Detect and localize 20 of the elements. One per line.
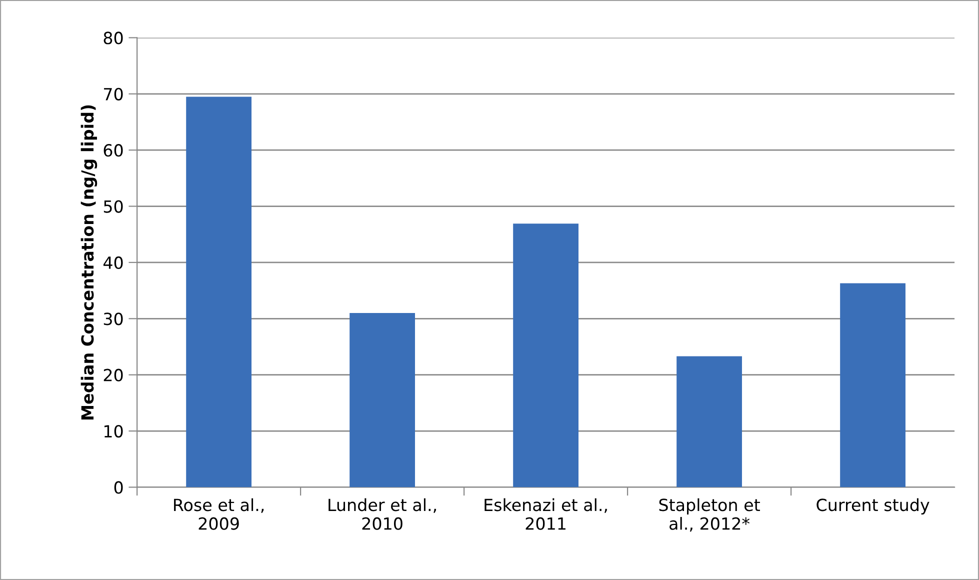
x-tick-label: Lunder et al., 2010 bbox=[328, 498, 436, 530]
y-tick-label: 0 bbox=[114, 481, 123, 494]
bar bbox=[186, 96, 252, 488]
y-tick-label: 30 bbox=[104, 312, 123, 326]
y-axis-title: Median Concentration (ng/g lipid) bbox=[80, 105, 98, 420]
y-tick-label: 20 bbox=[104, 368, 123, 382]
x-tick-label: Stapleton et al., 2012* bbox=[659, 498, 760, 532]
x-tick-label: Rose et al., 2009 bbox=[174, 498, 264, 530]
y-tick-label: 40 bbox=[103, 256, 123, 270]
y-tick-label: 70 bbox=[104, 88, 123, 100]
bar bbox=[350, 313, 415, 488]
y-tick-label: 80 bbox=[104, 32, 123, 44]
bar bbox=[513, 224, 578, 488]
bar bbox=[676, 356, 742, 488]
y-tick-label: 60 bbox=[104, 144, 123, 157]
x-tick-label: Current study bbox=[816, 498, 930, 514]
y-tick-label: 10 bbox=[104, 424, 123, 438]
bar bbox=[840, 283, 906, 488]
x-tick-label: Eskenazi et al., 2011 bbox=[484, 498, 607, 530]
y-tick-label: 50 bbox=[104, 200, 123, 213]
